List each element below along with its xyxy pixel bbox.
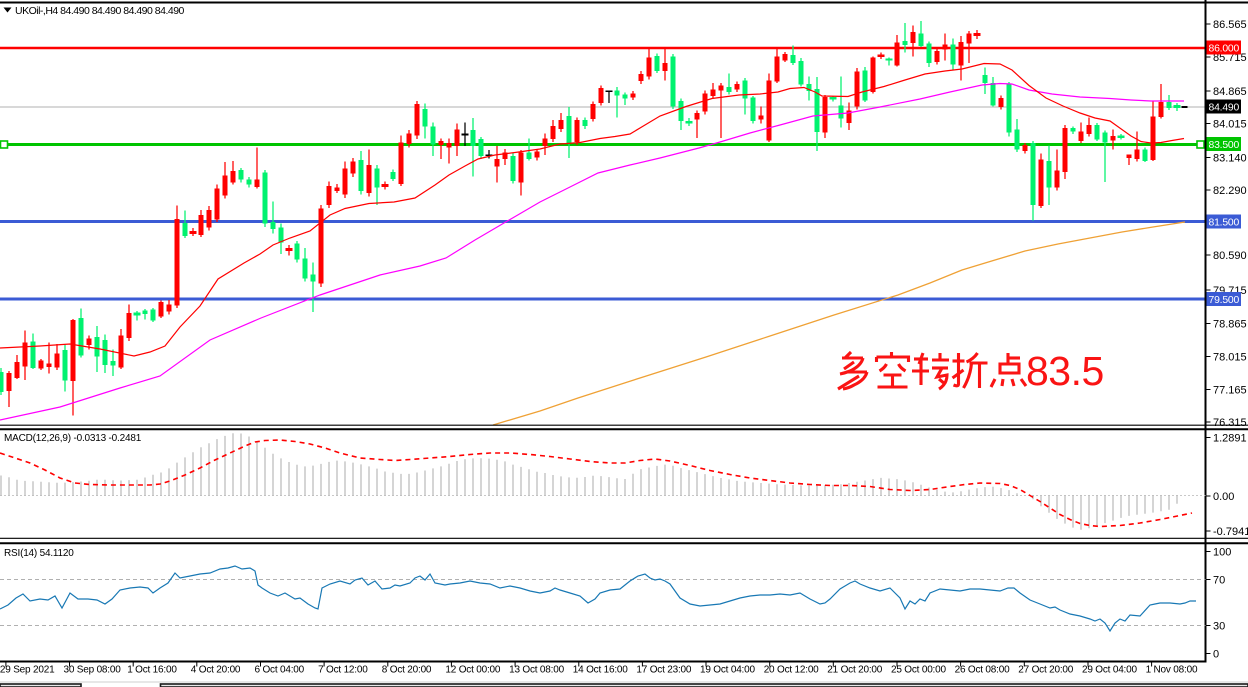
svg-text:83.140: 83.140 (1213, 153, 1247, 165)
svg-text:26 Oct 08:00: 26 Oct 08:00 (955, 665, 1010, 676)
svg-text:12 Oct 00:00: 12 Oct 00:00 (445, 665, 500, 676)
svg-text:17 Oct 23:00: 17 Oct 23:00 (636, 665, 691, 676)
svg-text:6 Oct 04:00: 6 Oct 04:00 (255, 665, 305, 676)
svg-text:79.500: 79.500 (1209, 295, 1240, 306)
svg-text:84.865: 84.865 (1213, 86, 1247, 98)
svg-text:29 Sep 2021: 29 Sep 2021 (0, 665, 55, 676)
svg-text:85.715: 85.715 (1213, 52, 1247, 64)
svg-text:4 Oct 20:00: 4 Oct 20:00 (191, 665, 241, 676)
svg-text:21 Oct 20:00: 21 Oct 20:00 (827, 665, 882, 676)
svg-text:83.5: 83.5 (1026, 348, 1104, 394)
svg-text:82.290: 82.290 (1213, 185, 1247, 197)
svg-text:UKOil-,H4 84.490 84.490 84.490: UKOil-,H4 84.490 84.490 84.490 84.490 (15, 5, 185, 17)
svg-text:86.000: 86.000 (1209, 44, 1240, 55)
svg-text:30: 30 (1213, 621, 1225, 633)
svg-text:83.500: 83.500 (1209, 140, 1240, 151)
svg-text:7 Oct 12:00: 7 Oct 12:00 (318, 665, 368, 676)
svg-text:86.565: 86.565 (1213, 19, 1247, 31)
svg-text:27 Oct 20:00: 27 Oct 20:00 (1018, 665, 1073, 676)
svg-text:8 Oct 20:00: 8 Oct 20:00 (382, 665, 432, 676)
svg-text:81.500: 81.500 (1209, 218, 1240, 229)
svg-text:77.165: 77.165 (1213, 385, 1247, 397)
svg-text:0.00: 0.00 (1213, 491, 1234, 503)
svg-text:19 Oct 04:00: 19 Oct 04:00 (700, 665, 755, 676)
svg-text:-0.7941: -0.7941 (1213, 526, 1248, 538)
svg-text:0: 0 (1213, 649, 1219, 661)
svg-text:78.015: 78.015 (1213, 352, 1247, 364)
svg-text:1 Nov 08:00: 1 Nov 08:00 (1146, 665, 1198, 676)
svg-text:RSI(14) 54.1120: RSI(14) 54.1120 (4, 548, 74, 559)
svg-text:84.015: 84.015 (1213, 119, 1247, 131)
svg-text:100: 100 (1213, 547, 1231, 559)
svg-text:20 Oct 12:00: 20 Oct 12:00 (764, 665, 819, 676)
svg-text:1 Oct 16:00: 1 Oct 16:00 (127, 665, 177, 676)
svg-text:14 Oct 16:00: 14 Oct 16:00 (573, 665, 628, 676)
svg-text:25 Oct 00:00: 25 Oct 00:00 (891, 665, 946, 676)
svg-text:80.590: 80.590 (1213, 250, 1247, 262)
svg-text:1.2891: 1.2891 (1213, 433, 1247, 445)
svg-text:30 Sep 08:00: 30 Sep 08:00 (64, 665, 122, 676)
svg-text:78.865: 78.865 (1213, 319, 1247, 331)
svg-text:84.490: 84.490 (1209, 103, 1240, 114)
svg-text:70: 70 (1213, 575, 1225, 587)
svg-text:76.315: 76.315 (1213, 417, 1247, 429)
svg-text:29 Oct 04:00: 29 Oct 04:00 (1082, 665, 1137, 676)
svg-text:MACD(12,26,9) -0.0313 -0.2481: MACD(12,26,9) -0.0313 -0.2481 (4, 433, 142, 444)
svg-text:13 Oct 08:00: 13 Oct 08:00 (509, 665, 564, 676)
